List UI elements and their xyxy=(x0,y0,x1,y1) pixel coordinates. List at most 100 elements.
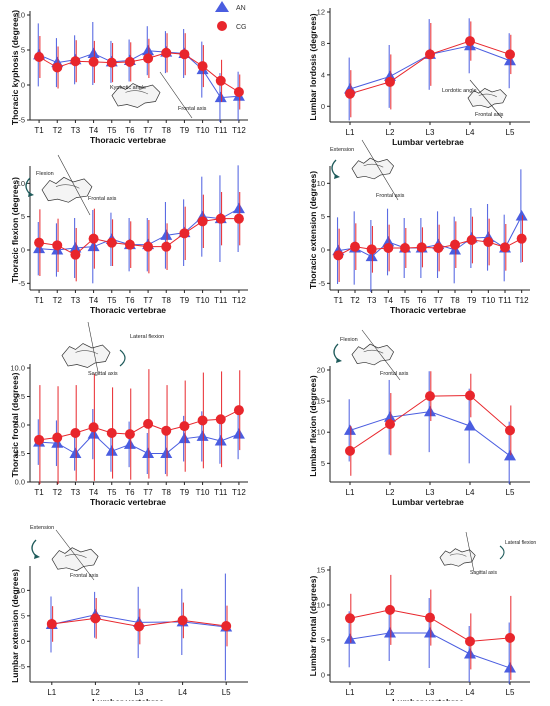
x-tick-label: T7 xyxy=(143,296,153,305)
y-tick-label: 5 xyxy=(321,636,325,645)
x-tick-label: L3 xyxy=(135,688,144,697)
legend: AN CG xyxy=(215,1,247,31)
y-tick-label: -5 xyxy=(318,279,325,288)
data-point-cg xyxy=(366,244,377,255)
series-cg xyxy=(34,369,244,484)
y-axis-label: Lumbar lordosis (degrees) xyxy=(308,13,318,120)
inset-flexion-thoracic: Flexion Frontal axis xyxy=(25,154,117,216)
x-tick-label: L2 xyxy=(386,128,395,137)
x-tick-label: T11 xyxy=(498,296,512,305)
data-point-an xyxy=(87,47,100,58)
x-tick-label: L3 xyxy=(426,488,435,497)
data-point-cg xyxy=(197,216,208,227)
x-tick-label: T3 xyxy=(71,126,81,135)
y-tick-label: 5 xyxy=(21,46,25,55)
rotation-arrow-head xyxy=(28,192,34,197)
data-point-cg xyxy=(215,75,226,86)
data-point-cg xyxy=(505,49,515,60)
x-tick-label: T4 xyxy=(89,296,99,305)
x-tick-label: T5 xyxy=(107,126,117,135)
y-tick-label: -5 xyxy=(18,116,25,125)
y-tick-label: 10 xyxy=(317,601,325,610)
x-axis-label: Thoracic vertebrae xyxy=(90,497,166,507)
x-tick-label: L4 xyxy=(178,688,187,697)
series-cg xyxy=(345,371,515,476)
data-point-cg xyxy=(466,235,477,245)
vertebra-detail xyxy=(363,163,384,168)
inset-lordotic: Lordotic angle Frontal axis xyxy=(442,79,507,119)
y-tick-label: 15 xyxy=(317,566,325,575)
y-tick-label: 5 xyxy=(21,611,25,620)
x-tick-label: L3 xyxy=(426,688,435,697)
chart-2: 0 4 8 12 L1 L2 L3 L4 L5 Lumbar vertebrae Lumbar lo… xyxy=(308,8,530,147)
data-point-cg xyxy=(333,250,344,261)
x-tick-label: L2 xyxy=(386,688,395,697)
data-point-cg xyxy=(345,445,355,456)
x-tick-label: T3 xyxy=(71,488,81,497)
data-point-cg xyxy=(179,421,190,432)
x-tick-label: T12 xyxy=(232,488,246,497)
data-point-cg xyxy=(350,241,360,252)
y-tick-label: 0 xyxy=(21,637,25,646)
x-tick-label: L3 xyxy=(426,128,435,137)
data-point-cg xyxy=(88,56,99,67)
data-point-cg xyxy=(161,241,172,252)
vertebra-shape xyxy=(351,157,395,180)
data-point-an xyxy=(105,445,118,456)
x-tick-label: T1 xyxy=(334,296,344,305)
inset-label: Frontal axis xyxy=(376,193,405,199)
data-point-cg xyxy=(345,613,355,624)
x-tick-label: L5 xyxy=(506,488,515,497)
chart-3: -5 0 5 10 T1 T2 T3 T4 T5 T6 T7 T8 T9 T10 T11 T12 Thoraci… xyxy=(10,165,248,315)
data-point-an xyxy=(87,240,100,252)
vertebra-shape xyxy=(439,548,476,567)
x-tick-label: T6 xyxy=(125,488,135,497)
y-tick-label: 20 xyxy=(317,366,325,375)
inset-label: Frontal axis xyxy=(88,196,117,202)
axis-line xyxy=(55,529,95,581)
x-tick-label: T5 xyxy=(107,488,117,497)
x-tick-label: L2 xyxy=(386,488,395,497)
x-tick-label: L4 xyxy=(466,488,475,497)
data-point-an xyxy=(232,202,245,214)
chart-8: 0 5 10 15 L1 L2 L3 L4 L5 Lumbar vertebrae Lumbar f… xyxy=(308,566,530,706)
inset-label: Extension xyxy=(330,147,354,153)
y-tick-label: 12 xyxy=(317,8,325,17)
data-point-an xyxy=(504,449,516,461)
series-line xyxy=(349,411,511,457)
x-tick-label: T8 xyxy=(450,296,460,305)
y-tick-label: 8 xyxy=(321,39,325,48)
data-point-cg xyxy=(197,415,208,426)
data-point-cg xyxy=(233,405,244,416)
y-tick-label: 15 xyxy=(317,397,325,406)
data-point-cg xyxy=(425,49,435,60)
series-line xyxy=(349,395,511,452)
data-point-cg xyxy=(425,391,435,402)
data-point-cg xyxy=(425,612,435,623)
data-point-cg xyxy=(70,427,81,438)
y-tick-label: 0 xyxy=(321,102,325,111)
x-tick-label: T8 xyxy=(162,126,172,135)
inset-extension-thoracic: Extension Frontal axis xyxy=(330,139,405,201)
y-tick-label: 10 xyxy=(317,428,325,437)
x-axis-label: Lumbar vertebrae xyxy=(392,697,464,701)
x-tick-label: T9 xyxy=(180,296,190,305)
series-an xyxy=(344,371,516,484)
data-point-an xyxy=(232,428,245,439)
x-axis-label: Lumbar vertebrae xyxy=(92,697,164,701)
y-axis-label: Lumbar frontal (degrees) xyxy=(308,576,318,677)
data-point-cg xyxy=(233,87,244,97)
data-point-cg xyxy=(465,390,475,401)
inset-label: Extension xyxy=(30,525,54,531)
rotation-arrow-head xyxy=(34,554,40,559)
x-tick-label: T7 xyxy=(434,296,444,305)
vertebra-detail xyxy=(75,350,99,355)
data-point-cg xyxy=(70,56,81,67)
x-tick-label: T4 xyxy=(384,296,394,305)
data-point-cg xyxy=(450,239,460,250)
x-tick-label: T1 xyxy=(34,296,44,305)
data-point-cg xyxy=(465,636,475,647)
inset-label: Frontal axis xyxy=(475,112,504,118)
series-line xyxy=(39,433,240,455)
